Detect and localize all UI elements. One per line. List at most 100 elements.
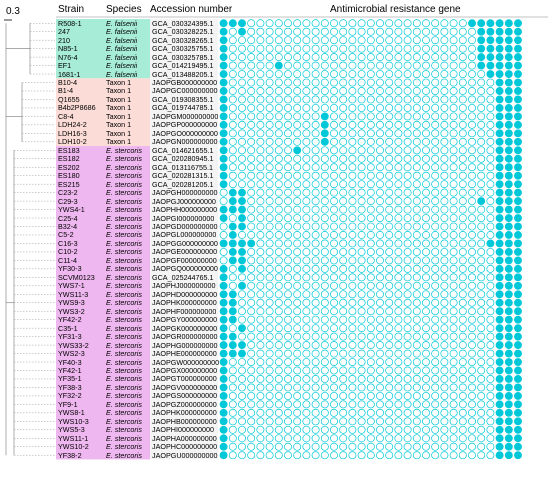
gene-absent-dot <box>477 205 486 214</box>
scale-label: 0.3 <box>6 6 20 17</box>
gene-absent-dot <box>376 298 384 307</box>
gene-present-dot <box>504 61 513 70</box>
gene-present-dot <box>514 239 522 248</box>
gene-absent-dot <box>394 273 403 282</box>
gene-absent-dot <box>486 120 495 129</box>
gene-absent-dot <box>422 332 430 341</box>
gene-absent-dot <box>366 129 375 138</box>
gene-absent-dot <box>468 87 476 95</box>
gene-absent-dot <box>284 256 292 265</box>
gene-absent-dot <box>256 180 265 189</box>
gene-absent-dot <box>320 391 329 400</box>
gene-absent-dot <box>431 112 440 121</box>
gene-absent-dot <box>274 451 283 460</box>
gene-absent-dot <box>468 163 476 172</box>
gene-absent-dot <box>431 315 440 324</box>
gene-present-dot <box>219 171 228 180</box>
gene-absent-dot <box>422 324 430 333</box>
gene-absent-dot <box>247 264 256 273</box>
species-label: E. stercoris <box>106 382 142 392</box>
gene-absent-dot <box>293 375 302 383</box>
gene-absent-dot <box>256 146 265 155</box>
species-label: E. stercoris <box>106 196 142 206</box>
gene-absent-dot <box>449 231 458 239</box>
gene-present-dot <box>504 434 513 443</box>
gene-absent-dot <box>293 256 302 265</box>
gene-absent-dot <box>348 112 357 121</box>
accession-label: GCA_014621655.1 <box>152 145 214 155</box>
gene-absent-dot <box>357 27 366 36</box>
species-label: E. stercoris <box>106 272 142 282</box>
gene-absent-dot <box>302 53 311 62</box>
gene-absent-dot <box>330 231 338 239</box>
gene-present-dot <box>514 408 522 417</box>
gene-absent-dot <box>302 44 311 53</box>
gene-absent-dot <box>403 137 412 146</box>
gene-absent-dot <box>422 383 430 392</box>
gene-present-dot <box>238 27 246 36</box>
gene-absent-dot <box>274 171 283 180</box>
gene-absent-dot <box>403 315 412 324</box>
accession-label: JAOPGZ000000000 <box>152 399 217 409</box>
gene-present-dot <box>274 61 283 70</box>
gene-absent-dot <box>247 36 256 45</box>
gene-absent-dot <box>339 180 348 189</box>
gene-absent-dot <box>366 239 375 248</box>
gene-present-dot <box>504 197 513 206</box>
gene-absent-dot <box>412 36 421 45</box>
accession-label: GCA_020280945.1 <box>152 154 214 164</box>
gene-absent-dot <box>256 281 265 290</box>
gene-absent-dot <box>265 383 274 392</box>
gene-present-dot <box>504 120 513 129</box>
gene-absent-dot <box>422 70 430 79</box>
gene-absent-dot <box>284 231 292 239</box>
gene-absent-dot <box>366 205 375 214</box>
gene-absent-dot <box>394 358 403 366</box>
gene-present-dot <box>477 36 486 45</box>
species-label: E. stercoris <box>106 349 142 359</box>
gene-absent-dot <box>265 112 274 121</box>
gene-absent-dot <box>311 163 320 172</box>
gene-present-dot <box>320 112 329 121</box>
gene-absent-dot <box>449 87 458 95</box>
gene-absent-dot <box>403 332 412 341</box>
gene-absent-dot <box>302 264 311 273</box>
gene-absent-dot <box>320 451 329 460</box>
gene-present-dot <box>495 53 504 62</box>
gene-absent-dot <box>458 70 467 79</box>
gene-absent-dot <box>302 358 311 366</box>
gene-absent-dot <box>274 349 283 358</box>
species-label: E. stercoris <box>106 408 142 418</box>
gene-absent-dot <box>274 281 283 290</box>
gene-absent-dot <box>376 256 384 265</box>
gene-absent-dot <box>412 53 421 62</box>
gene-absent-dot <box>238 417 246 426</box>
gene-absent-dot <box>440 341 449 350</box>
gene-absent-dot <box>238 163 246 172</box>
gene-absent-dot <box>238 120 246 129</box>
gene-absent-dot <box>357 112 366 121</box>
gene-absent-dot <box>412 239 421 248</box>
gene-absent-dot <box>256 451 265 460</box>
gene-absent-dot <box>238 154 246 163</box>
gene-absent-dot <box>265 231 274 239</box>
gene-absent-dot <box>412 324 421 333</box>
gene-absent-dot <box>348 332 357 341</box>
gene-absent-dot <box>302 163 311 172</box>
gene-absent-dot <box>284 87 292 95</box>
gene-absent-dot <box>376 36 384 45</box>
gene-absent-dot <box>293 180 302 189</box>
gene-absent-dot <box>302 103 311 112</box>
gene-absent-dot <box>256 298 265 307</box>
gene-absent-dot <box>458 281 467 290</box>
gene-absent-dot <box>302 349 311 358</box>
gene-absent-dot <box>320 366 329 375</box>
strain-label: YF9-1 <box>58 399 78 409</box>
gene-absent-dot <box>284 120 292 129</box>
gene-absent-dot <box>357 103 366 112</box>
gene-absent-dot <box>412 417 421 426</box>
gene-absent-dot <box>320 247 329 256</box>
strain-label: Q1655 <box>58 94 80 104</box>
gene-absent-dot <box>357 358 366 366</box>
gene-absent-dot <box>320 53 329 62</box>
